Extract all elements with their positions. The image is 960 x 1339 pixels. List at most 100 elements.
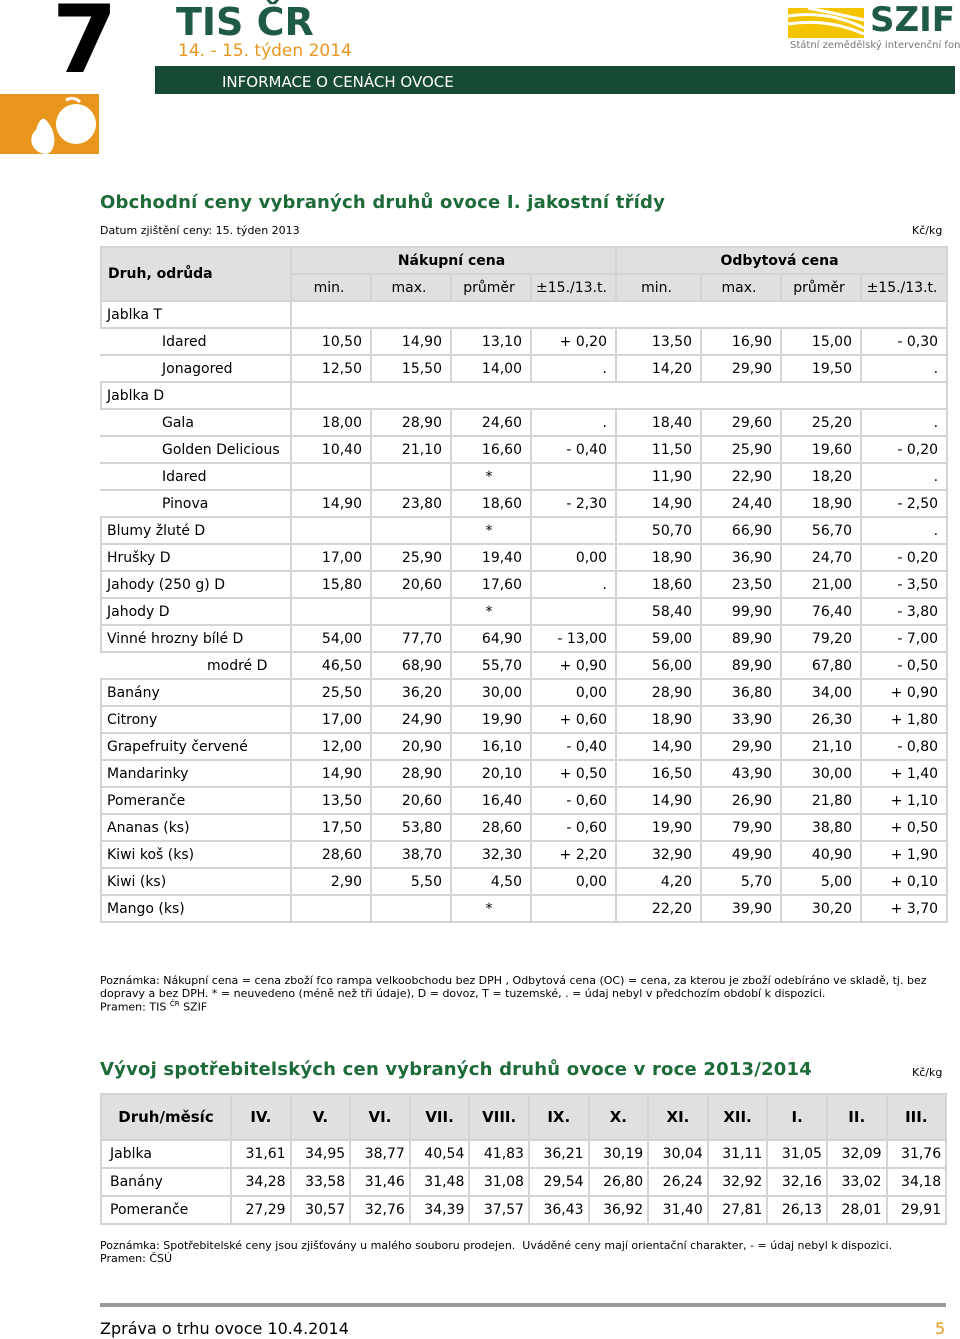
price-cell: 5,50 [370, 867, 452, 896]
price-cell: 14,90 [615, 786, 702, 815]
price-cell: 28,60 [450, 813, 532, 842]
price-cell: 17,60 [450, 570, 532, 599]
price-cell: - 0,20 [859, 543, 949, 572]
price-cell: 16,50 [615, 759, 702, 788]
footer-text: Zpráva o trhu ovoce 10.4.2014 [100, 1319, 349, 1338]
table-row: Mango (ks) * 22,20 39,90 30,20 + 3,70 [100, 894, 949, 923]
price-cell: 30,00 [780, 759, 862, 788]
price-cell: - 3,80 [859, 597, 949, 626]
price-cell: + 1,80 [859, 705, 949, 734]
price-cell: 34,00 [780, 678, 862, 707]
row-label: Idared [100, 462, 292, 491]
row-label: Kiwi koš (ks) [100, 840, 292, 869]
price-cell: 18,40 [615, 408, 702, 437]
footer-rule [100, 1303, 946, 1307]
price-cell: + 1,10 [859, 786, 949, 815]
price-cell: - 0,40 [530, 435, 617, 464]
price-cell: - 2,30 [530, 489, 617, 518]
table-row: Idared * 11,90 22,90 18,20. [100, 462, 949, 491]
section-span [289, 300, 949, 329]
table-row: Pomeranče 13,50 20,60 16,40- 0,60 14,90 26,90… [100, 786, 949, 815]
price-cell: - 0,60 [530, 813, 617, 842]
price-cell: 17,00 [290, 705, 372, 734]
price-cell: 17,50 [290, 813, 372, 842]
price-cell: 21,10 [780, 732, 862, 761]
price-cell: 64,90 [450, 624, 532, 653]
price-cell: 5,00 [780, 867, 862, 896]
price-cell: - 0,30 [859, 327, 949, 356]
price-cell: - 2,50 [859, 489, 949, 518]
price-cell: 50,70 [615, 516, 702, 545]
price-cell: . [859, 408, 949, 437]
price-cell: 31,46 [349, 1167, 411, 1197]
price-cell: 13,50 [290, 786, 372, 815]
price-cell [370, 516, 452, 545]
price-cell: 34,18 [885, 1167, 948, 1197]
date-note: Datum zjištění ceny: 15. týden 2013 [100, 224, 300, 237]
table-row: Citrony 17,00 24,90 19,90 + 0,60 18,90 33,90 26… [100, 705, 949, 734]
price-cell: + 0,90 [530, 651, 617, 680]
price-cell: 28,60 [290, 840, 372, 869]
price-cell: + 0,50 [859, 813, 949, 842]
price-cell: 21,00 [780, 570, 862, 599]
row-label: Jablka D [100, 381, 292, 410]
section-span [289, 381, 949, 410]
price-cell: 46,50 [290, 651, 372, 680]
table-row: modré D 46,50 68,90 55,70 + 0,90 56,00 89,90 67… [100, 651, 949, 680]
price-cell: 29,90 [700, 732, 782, 761]
price-cell: - 0,50 [859, 651, 949, 680]
price-cell: 12,00 [290, 732, 372, 761]
price-cell: 99,90 [700, 597, 782, 626]
price-cell: * [450, 597, 532, 626]
price-cell: . [859, 354, 949, 383]
price-cell: 49,90 [700, 840, 782, 869]
price-cell: 20,60 [370, 786, 452, 815]
price-cell: 40,54 [408, 1139, 471, 1169]
sub-header: průměr [780, 273, 862, 302]
price-cell: 33,58 [289, 1167, 352, 1197]
price-cell: 4,20 [615, 867, 702, 896]
row-label: Jahody D [100, 597, 292, 626]
price-cell: 25,90 [700, 435, 782, 464]
table-row: Hrušky D 17,00 25,90 19,40 0,00 18,90 36,90 24,… [100, 543, 949, 572]
price-cell: * [450, 462, 532, 491]
logo-subtitle: Státní zemědělský intervenční fond [790, 40, 960, 51]
price-cell: 31,11 [706, 1139, 769, 1169]
price-cell: - 3,50 [859, 570, 949, 599]
price-cell: 14,20 [615, 354, 702, 383]
price-cell: 31,61 [230, 1139, 292, 1169]
table-row: Jablka D [100, 381, 949, 410]
price-cell: 18,00 [290, 408, 372, 437]
price-cell [370, 894, 452, 923]
table-row: Vinné hrozny bílé D 54,00 77,70 64,90- 13,0… [100, 624, 949, 653]
logo-mark [788, 6, 865, 38]
price-cell: 26,80 [587, 1167, 650, 1197]
price-cell: + 0,60 [530, 705, 617, 734]
price-cell: 22,90 [700, 462, 782, 491]
price-cell: 31,05 [766, 1139, 828, 1169]
price-cell: 30,04 [647, 1139, 709, 1169]
price-cell [530, 894, 617, 923]
price-cell: 79,20 [780, 624, 862, 653]
price-cell: 19,40 [450, 543, 532, 572]
table2-source: Pramen: ČSÚ [100, 1252, 173, 1265]
row-label: Blumy žluté D [100, 516, 292, 545]
page-number: 5 [935, 1319, 946, 1338]
sub-header: max. [370, 273, 452, 302]
price-cell: 59,00 [615, 624, 702, 653]
price-cell: 4,50 [450, 867, 532, 896]
price-cell: - 0,60 [530, 786, 617, 815]
price-cell: 31,40 [647, 1195, 709, 1225]
price-cell: 54,00 [290, 624, 372, 653]
month-header: II. [825, 1093, 888, 1141]
price-cell: 31,48 [408, 1167, 471, 1197]
source-text: SZIF [183, 1000, 208, 1014]
row-label: Pomeranče [100, 1195, 232, 1225]
price-cell: 32,30 [450, 840, 532, 869]
price-cell: 26,24 [647, 1167, 709, 1197]
price-cell: 15,00 [780, 327, 862, 356]
table-row: Jablka 31,61 34,95 38,77 40,54 41,83 36,21 30,1… [100, 1139, 948, 1169]
price-cell: + 1,90 [859, 840, 949, 869]
price-cell: 15,80 [290, 570, 372, 599]
price-cell: 32,92 [706, 1167, 769, 1197]
